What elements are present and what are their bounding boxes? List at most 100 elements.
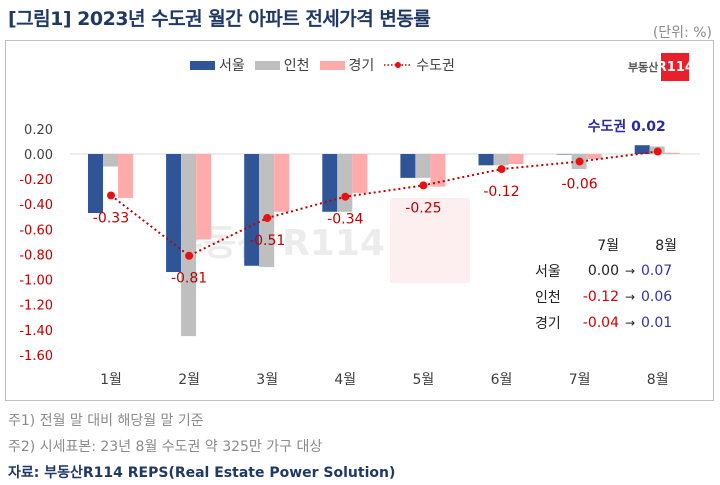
inset-label: 서울 — [535, 264, 561, 280]
inset-label: 경기 — [535, 316, 561, 332]
y-tick-label: -0.60 — [19, 223, 53, 238]
x-tick-label: 7월 — [569, 372, 591, 388]
inset-aug: 0.06 — [641, 289, 673, 305]
legend-swatch-incheon — [254, 60, 280, 70]
metro-point — [419, 181, 428, 190]
legend-swatch-gyeonggi — [319, 60, 345, 70]
legend-item-incheon: 인천 — [254, 55, 310, 75]
r114-logo: 부동산 R114 — [628, 53, 694, 81]
bar-gyeonggi — [508, 154, 524, 165]
metro-point — [575, 157, 584, 166]
bar-gyeonggi — [352, 154, 368, 193]
legend-item-metro: 수도권 — [384, 55, 455, 75]
inset-row-incheon: 인천 -0.12 → 0.06 — [535, 284, 677, 310]
y-tick-label: -1.20 — [19, 299, 53, 314]
metro-line — [110, 150, 658, 257]
chart-title: [그림1] 2023년 수도권 월간 아파트 전세가격 변동률 — [8, 8, 431, 30]
x-tick-label: 5월 — [413, 372, 435, 388]
logo-badge: R114 — [657, 53, 694, 81]
bar-seoul — [478, 154, 494, 166]
bar-incheon — [415, 154, 431, 178]
inset-row-seoul: 서울 0.00 → 0.07 — [535, 258, 677, 284]
arrow-icon: → — [624, 264, 636, 278]
bar-seoul — [556, 154, 572, 155]
footnote-2: 주2) 시세표본: 23년 8월 수도권 약 325만 가구 대상 — [8, 439, 323, 455]
unit-label: (단위: %) — [652, 25, 712, 41]
inset-header: 7월 8월 — [535, 232, 677, 258]
metro-data-label: -0.81 — [171, 271, 207, 287]
inset-header-jul: 7월 — [597, 238, 619, 254]
metro-data-label: -0.06 — [561, 177, 597, 193]
legend-swatch-metro — [384, 62, 413, 68]
metro-point — [497, 165, 506, 174]
x-tick-label: 4월 — [334, 372, 356, 388]
inset-jul: -0.12 — [582, 289, 619, 305]
bar-incheon — [103, 154, 118, 167]
bar-seoul — [322, 154, 338, 212]
y-tick-label: -1.60 — [19, 349, 53, 364]
bar-incheon — [259, 154, 275, 268]
y-tick-label: -1.40 — [19, 324, 53, 339]
metro-point — [107, 191, 115, 200]
metro-point — [653, 147, 662, 156]
metro-point — [185, 251, 194, 260]
legend-label: 인천 — [283, 58, 310, 74]
x-tick-label: 6월 — [491, 372, 513, 388]
y-tick-label: 0.00 — [24, 148, 53, 163]
bar-gyeonggi — [430, 154, 446, 187]
y-tick-label: 0.20 — [24, 123, 53, 138]
x-tick-label: 1월 — [100, 372, 122, 388]
legend-swatch-seoul — [190, 60, 215, 70]
inset-header-aug: 8월 — [655, 238, 677, 254]
bar-incheon — [181, 154, 197, 337]
legend: 서울 인천 경기 수도권 — [190, 55, 465, 75]
bar-gyeonggi — [196, 154, 212, 240]
metro-point — [341, 192, 350, 201]
y-tick-label: -0.40 — [19, 198, 53, 213]
arrow-icon: → — [624, 290, 636, 304]
legend-label: 경기 — [348, 58, 375, 74]
footnote-1: 주1) 전월 말 대비 해당월 말 기준 — [8, 413, 204, 429]
x-tick-label: 3월 — [256, 372, 278, 388]
bar-seoul — [88, 154, 103, 214]
metro-data-label: 수도권 0.02 — [588, 119, 666, 135]
bar-gyeonggi — [664, 152, 680, 154]
bar-seoul — [400, 154, 416, 178]
inset-jul: -0.04 — [582, 315, 619, 331]
y-tick-label: -0.20 — [19, 173, 53, 188]
inset-aug: 0.07 — [641, 263, 673, 279]
source-note: 자료: 부동산R114 REPS(Real Estate Power Solut… — [8, 465, 396, 481]
inset-jul: 0.00 — [587, 263, 619, 279]
bar-incheon — [493, 154, 509, 166]
x-tick-label: 8월 — [647, 372, 669, 388]
arrow-icon: → — [624, 316, 636, 330]
bar-seoul — [166, 154, 182, 273]
metro-data-label: -0.25 — [405, 200, 441, 216]
legend-label: 수도권 — [416, 58, 455, 74]
legend-item-gyeonggi: 경기 — [319, 55, 375, 75]
footnotes: 주1) 전월 말 대비 해당월 말 기준 주2) 시세표본: 23년 8월 수도… — [8, 408, 395, 485]
bar-gyeonggi — [118, 154, 133, 198]
metro-data-label: -0.51 — [249, 233, 285, 249]
bar-gyeonggi — [274, 154, 290, 212]
inset-row-gyeonggi: 경기 -0.04 → 0.01 — [535, 310, 677, 336]
bar-incheon — [337, 154, 353, 212]
metro-data-label: -0.33 — [93, 210, 129, 226]
y-tick-label: -1.00 — [19, 274, 53, 289]
bar-seoul — [634, 145, 650, 154]
logo-text: 부동산 — [628, 61, 659, 74]
legend-label: 서울 — [219, 58, 245, 74]
metro-data-label: -0.34 — [327, 212, 363, 228]
legend-item-seoul: 서울 — [190, 55, 245, 75]
inset-label: 인천 — [535, 290, 561, 306]
metro-point — [263, 214, 272, 223]
metro-data-label: -0.12 — [483, 184, 519, 200]
bar-gyeonggi — [586, 154, 602, 160]
inset-table: 7월 8월 서울 0.00 → 0.07 인천 -0.12 → 0.06 경기 -0.04 → 0.… — [535, 232, 677, 336]
y-tick-label: -0.80 — [19, 248, 53, 263]
x-tick-label: 2월 — [178, 372, 200, 388]
chart-frame — [5, 40, 714, 401]
inset-aug: 0.01 — [641, 315, 673, 331]
